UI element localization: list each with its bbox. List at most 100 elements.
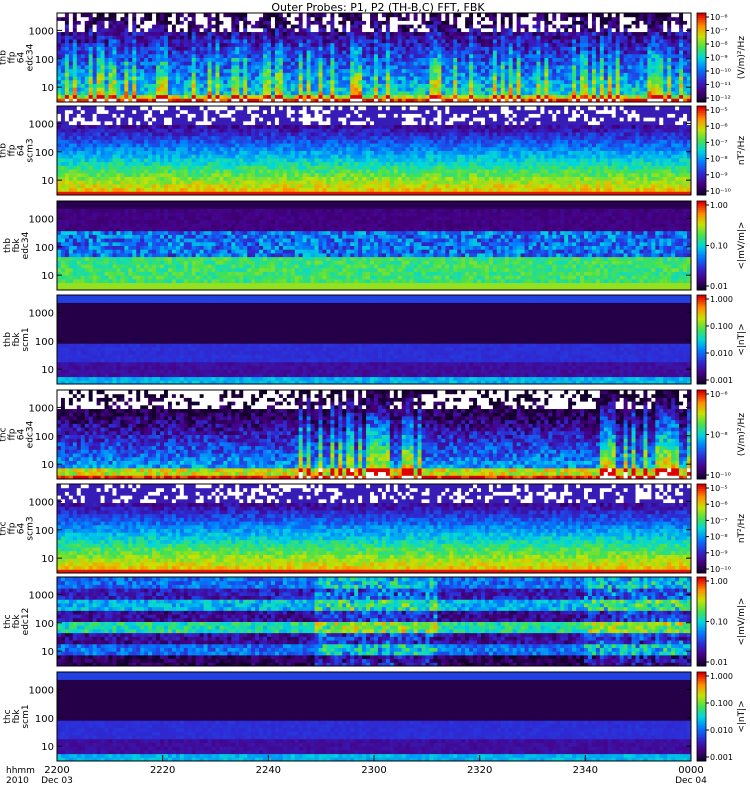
spectrogram-cell	[175, 20, 181, 25]
spectrogram-cell	[104, 113, 110, 118]
spectrogram-cell	[429, 46, 434, 51]
spectrogram-cell	[362, 42, 367, 47]
spectrogram-cell	[663, 87, 668, 92]
spectrogram-cell	[528, 90, 533, 96]
spectrogram-cell	[623, 61, 629, 66]
spectrogram-cell	[183, 172, 189, 177]
spectrogram-cell	[560, 53, 565, 58]
ylabel-line: edc34	[26, 43, 36, 71]
spectrogram-cell	[171, 113, 177, 118]
spectrogram-cell	[72, 98, 78, 103]
spectrogram-cell	[469, 24, 474, 29]
spectrogram-cell	[354, 20, 359, 25]
spectrogram-cell	[580, 16, 585, 21]
spectrogram-cell	[267, 16, 272, 21]
spectrogram-cell	[171, 46, 177, 51]
spectrogram-cell	[160, 124, 165, 129]
spectrogram-cell	[88, 120, 94, 126]
spectrogram-cell	[179, 150, 185, 155]
spectrogram-cell	[144, 106, 149, 111]
spectrogram-cell	[116, 150, 121, 155]
spectrogram-cell	[635, 24, 640, 29]
spectrogram-cell	[465, 20, 470, 25]
spectrogram-cell	[318, 42, 323, 47]
spectrogram-cell	[136, 90, 141, 96]
spectrogram-cell	[187, 94, 193, 99]
spectrogram-cell	[84, 124, 90, 129]
spectrogram-cell	[639, 57, 644, 62]
spectrogram-cell	[211, 131, 216, 137]
spectrogram-cell	[619, 53, 625, 58]
spectrogram-cell	[413, 68, 419, 73]
spectrogram-cell	[136, 27, 141, 33]
spectrogram-cell	[116, 106, 121, 111]
spectrogram-cell	[500, 79, 506, 84]
spectrogram-cell	[128, 135, 133, 140]
spectrogram-cell	[136, 131, 141, 137]
spectrogram-cell	[263, 79, 268, 84]
spectrogram-cell	[199, 79, 205, 84]
spectrogram-cell	[219, 20, 224, 25]
spectrogram-cell	[96, 13, 102, 18]
spectrogram-cell	[207, 191, 213, 196]
spectrogram-cell	[255, 53, 260, 58]
spectrogram-cell	[595, 87, 601, 92]
spectrogram-cell	[163, 117, 169, 122]
spectrogram-cell	[631, 94, 637, 99]
spectrogram-cell	[639, 13, 644, 18]
spectrogram-cell	[231, 128, 236, 133]
spectrogram-cell	[235, 64, 240, 70]
spectrogram-cell	[675, 90, 680, 96]
spectrogram-cell	[393, 83, 399, 88]
spectrogram-cell	[294, 35, 300, 40]
spectrogram-cell	[88, 46, 94, 51]
spectrogram-cell	[183, 79, 189, 84]
spectrogram-cell	[104, 143, 110, 148]
spectrogram-cell	[627, 68, 633, 73]
spectrogram-cell	[338, 35, 343, 40]
spectrogram-cell	[417, 31, 423, 36]
spectrogram-cell	[152, 90, 157, 96]
spectrogram-cell	[417, 61, 423, 66]
spectrogram-cell	[667, 13, 672, 18]
spectrogram-cell	[568, 13, 573, 18]
spectrogram-cell	[663, 68, 668, 73]
spectrogram-cell	[524, 57, 530, 62]
spectrogram-cell	[405, 20, 411, 25]
spectrogram-cell	[57, 57, 62, 62]
spectrogram-cell	[227, 20, 232, 25]
spectrogram-cell	[667, 98, 672, 103]
spectrogram-cell	[270, 35, 276, 40]
spectrogram-cell	[152, 13, 157, 18]
spectrogram-cell	[267, 90, 272, 96]
spectrogram-cell	[556, 27, 561, 33]
spectrogram-cell	[183, 187, 189, 192]
spectrogram-cell	[457, 64, 462, 70]
spectrogram-cell	[508, 90, 514, 96]
spectrogram-cell	[302, 35, 308, 40]
spectrogram-cell	[120, 139, 125, 144]
spectrogram-cell	[322, 79, 327, 84]
spectrogram-cell	[215, 61, 220, 66]
spectrogram-cell	[175, 169, 181, 174]
spectrogram-cell	[425, 61, 430, 66]
spectrogram-cell	[175, 76, 181, 81]
spectrogram-cell	[683, 61, 688, 66]
spectrogram-cell	[163, 13, 169, 18]
spectrogram-cell	[599, 46, 605, 51]
spectrogram-cell	[179, 90, 185, 96]
spectrogram-cell	[223, 90, 228, 96]
spectrogram-cell	[572, 13, 577, 18]
spectrogram-cell	[512, 87, 518, 92]
spectrogram-cell	[635, 61, 640, 66]
spectrogram-cell	[84, 13, 90, 18]
spectrogram-cell	[270, 53, 276, 58]
spectrogram-cell	[187, 98, 193, 103]
spectrogram-cell	[274, 35, 280, 40]
spectrogram-cell	[318, 98, 323, 103]
spectrogram-cell	[128, 117, 133, 122]
spectrogram-cell	[148, 94, 153, 99]
spectrogram-cell	[683, 90, 688, 96]
spectrogram-cell	[445, 64, 450, 70]
spectrogram-cell	[132, 31, 137, 36]
